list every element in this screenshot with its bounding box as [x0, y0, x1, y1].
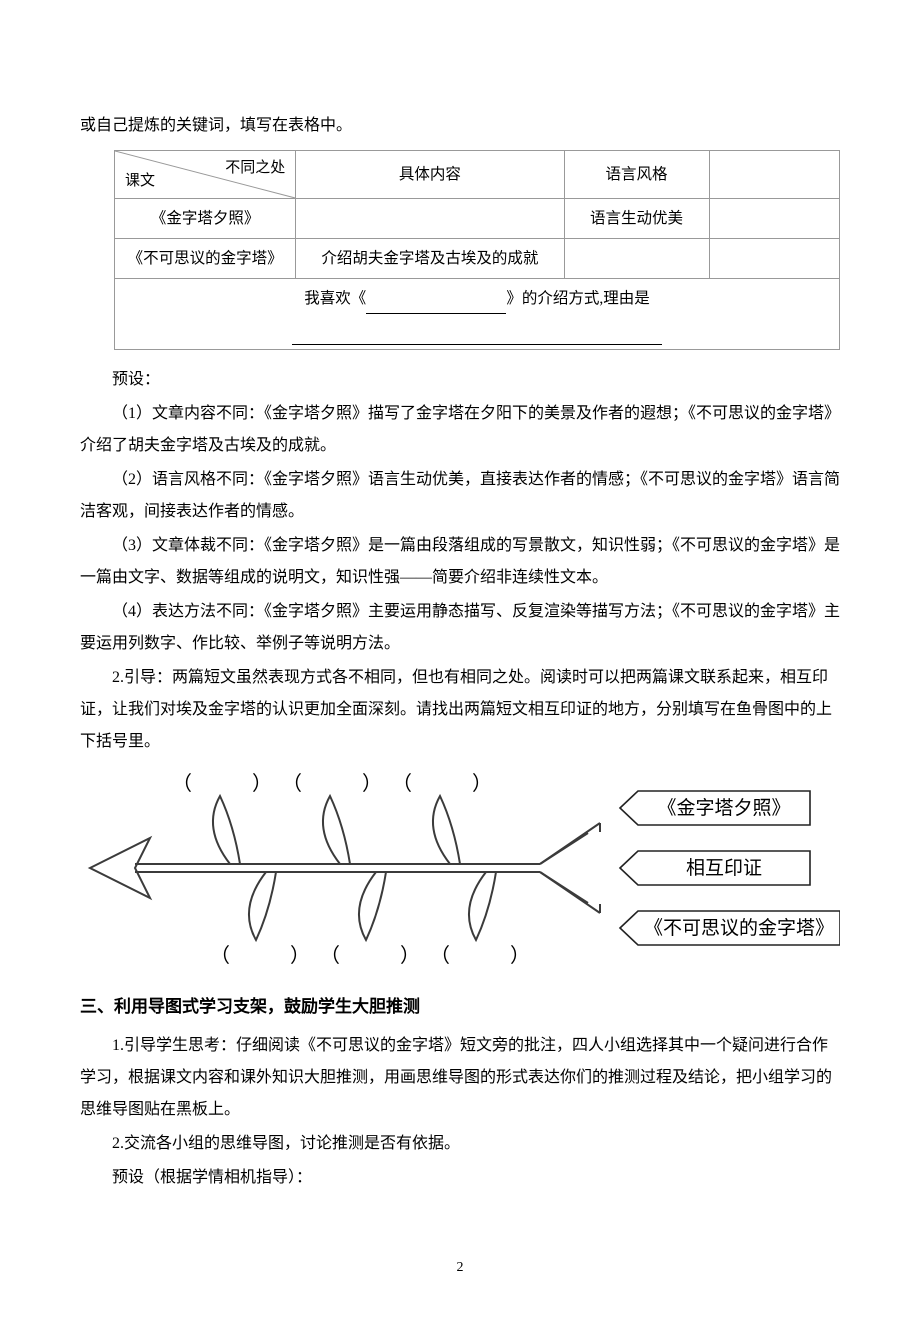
like-mid: 》的介绍方式,理由是: [506, 290, 649, 307]
intro-text: 或自己提炼的关键词，填写在表格中。: [80, 110, 840, 142]
preset-item-2: （2）语言风格不同：《金字塔夕照》语言生动优美，直接表达作者的情感；《不可思议的…: [80, 464, 840, 528]
section3-p3: 预设（根据学情相机指导）：: [80, 1162, 840, 1194]
svg-text:（ ）: （ ）: [430, 944, 530, 967]
cell-text1-style: 语言生动优美: [564, 199, 709, 239]
preset-label: 预设：: [80, 364, 840, 396]
cell-text2-title: 《不可思议的金字塔》: [115, 239, 296, 279]
svg-text:《金字塔夕照》: 《金字塔夕照》: [657, 797, 790, 819]
fishbone-diagram: （ ） （ ） （ ） （ ） （ ） （ ） 《金字塔夕照》相互印证《不可思议的金字塔》: [80, 768, 840, 980]
section3-p1: 1.引导学生思考：仔细阅读《不可思议的金字塔》短文旁的批注，四人小组选择其中一个…: [80, 1030, 840, 1126]
table-preference-row: 我喜欢《 》的介绍方式,理由是: [115, 279, 840, 350]
section3-p2: 2.交流各小组的思维导图，讨论推测是否有依据。: [80, 1128, 840, 1160]
preset-item-1: （1）文章内容不同：《金字塔夕照》描写了金字塔在夕阳下的美景及作者的遐想；《不可…: [80, 398, 840, 462]
preset-item-4: （4）表达方法不同：《金字塔夕照》主要运用静态描写、反复渲染等描写方法；《不可思…: [80, 596, 840, 660]
svg-text:（ ）: （ ）: [172, 772, 272, 795]
like-prefix: 我喜欢《: [304, 290, 366, 307]
guide-2: 2.引导：两篇短文虽然表现方式各不相同，但也有相同之处。阅读时可以把两篇课文联系…: [80, 662, 840, 758]
svg-text:相互印证: 相互印证: [686, 857, 762, 879]
svg-text:（ ）: （ ）: [320, 944, 420, 967]
cell-text2-style: [564, 239, 709, 279]
table-header-row: 不同之处 课文 具体内容 语言风格: [115, 151, 840, 199]
diag-header-bottom: 课文: [125, 166, 155, 196]
table-row: 《不可思议的金字塔》 介绍胡夫金字塔及古埃及的成就: [115, 239, 840, 279]
svg-text:《不可思议的金字塔》: 《不可思议的金字塔》: [644, 917, 834, 939]
diag-header-top: 不同之处: [225, 153, 285, 183]
diagonal-header-cell: 不同之处 课文: [115, 151, 296, 199]
svg-text:（ ）: （ ）: [392, 772, 492, 795]
col-header-style: 语言风格: [564, 151, 709, 199]
col-header-empty: [709, 151, 840, 199]
cell-text1-content: [296, 199, 564, 239]
section-3-title: 三、利用导图式学习支架，鼓励学生大胆推测: [80, 990, 840, 1024]
col-header-content: 具体内容: [296, 151, 564, 199]
svg-text:（ ）: （ ）: [282, 772, 382, 795]
blank-reason[interactable]: [292, 326, 662, 345]
preference-cell: 我喜欢《 》的介绍方式,理由是: [115, 279, 840, 350]
table-row: 《金字塔夕照》 语言生动优美: [115, 199, 840, 239]
cell-text1-extra: [709, 199, 840, 239]
page-number: 2: [80, 1254, 840, 1282]
comparison-table: 不同之处 课文 具体内容 语言风格 《金字塔夕照》 语言生动优美 《不可思议的金…: [114, 150, 840, 350]
cell-text2-content: 介绍胡夫金字塔及古埃及的成就: [296, 239, 564, 279]
blank-title[interactable]: [366, 295, 506, 314]
preset-item-3: （3）文章体裁不同：《金字塔夕照》是一篇由段落组成的写景散文，知识性弱；《不可思…: [80, 530, 840, 594]
cell-text2-extra: [709, 239, 840, 279]
cell-text1-title: 《金字塔夕照》: [115, 199, 296, 239]
svg-text:（ ）: （ ）: [210, 944, 310, 967]
